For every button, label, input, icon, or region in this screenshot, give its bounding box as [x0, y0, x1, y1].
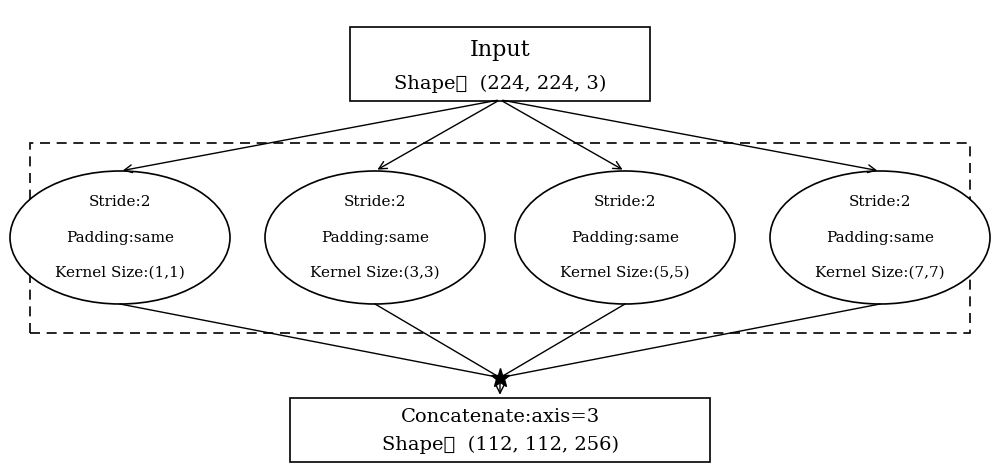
- FancyBboxPatch shape: [350, 27, 650, 101]
- Ellipse shape: [770, 171, 990, 304]
- Text: Kernel Size:(5,5): Kernel Size:(5,5): [560, 266, 690, 280]
- Text: Kernel Size:(3,3): Kernel Size:(3,3): [310, 266, 440, 280]
- Text: Padding:same: Padding:same: [66, 230, 174, 245]
- Text: Stride:2: Stride:2: [89, 195, 151, 209]
- Text: Shape：  (112, 112, 256): Shape： (112, 112, 256): [382, 436, 618, 454]
- Text: Concatenate:axis=3: Concatenate:axis=3: [400, 408, 600, 426]
- Text: Stride:2: Stride:2: [849, 195, 911, 209]
- Text: Shape：  (224, 224, 3): Shape： (224, 224, 3): [394, 75, 606, 93]
- Text: Input: Input: [470, 39, 530, 61]
- Text: Padding:same: Padding:same: [321, 230, 429, 245]
- Ellipse shape: [10, 171, 230, 304]
- Ellipse shape: [265, 171, 485, 304]
- Text: Kernel Size:(1,1): Kernel Size:(1,1): [55, 266, 185, 280]
- Ellipse shape: [515, 171, 735, 304]
- Text: Padding:same: Padding:same: [826, 230, 934, 245]
- FancyBboxPatch shape: [290, 398, 710, 462]
- Text: Padding:same: Padding:same: [571, 230, 679, 245]
- Text: Stride:2: Stride:2: [344, 195, 406, 209]
- Text: Stride:2: Stride:2: [594, 195, 656, 209]
- Text: Kernel Size:(7,7): Kernel Size:(7,7): [815, 266, 945, 280]
